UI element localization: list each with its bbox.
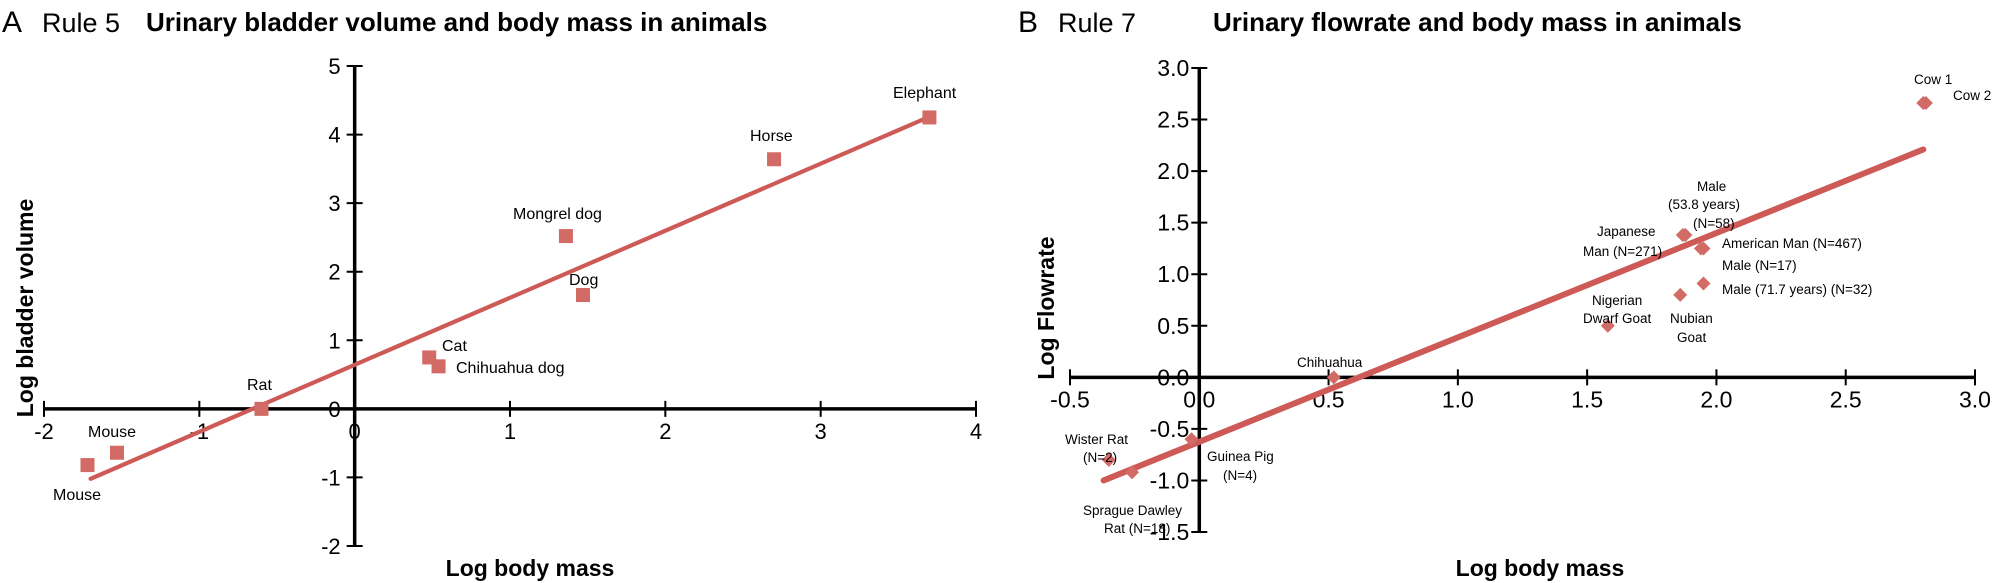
y-tick-label: 2.0 xyxy=(1157,158,1189,184)
data-point-square xyxy=(254,401,269,416)
point-label: Dog xyxy=(569,272,598,289)
point-label: Guinea Pig xyxy=(1207,449,1274,464)
y-tick-label: -0.5 xyxy=(1150,416,1190,442)
y-tick-label: 3 xyxy=(328,191,340,216)
point-label: Cow 1 xyxy=(1914,72,1952,87)
point-label: Male (N=17) xyxy=(1722,258,1797,273)
x-tick-label: -2 xyxy=(34,419,54,444)
panel-b-y-axis-title: Log Flowrate xyxy=(1033,236,1059,379)
panel-b-x-axis-title: Log body mass xyxy=(1456,555,1625,581)
panel-b-rule: Rule 7 xyxy=(1058,8,1136,38)
point-label: Rat (N=18) xyxy=(1104,521,1170,536)
data-point-diamond xyxy=(1918,96,1933,111)
x-tick-label: 1.5 xyxy=(1571,386,1603,412)
point-label: Cow 2 xyxy=(1953,88,1991,103)
y-tick-label: 3.0 xyxy=(1157,55,1189,81)
data-point-diamond xyxy=(1696,276,1711,291)
x-tick-label: 2 xyxy=(659,419,671,444)
data-point-square xyxy=(558,229,573,244)
point-label: Nubian xyxy=(1670,311,1713,326)
point-label: Goat xyxy=(1677,330,1707,345)
point-label: Male xyxy=(1697,179,1726,194)
panel-a-x-axis-title: Log body mass xyxy=(446,555,615,581)
point-label: American Man (N=467) xyxy=(1722,236,1862,251)
x-tick-label: 2.5 xyxy=(1830,386,1862,412)
point-label: Chihuahua dog xyxy=(456,360,565,377)
panel-a-title: Urinary bladder volume and body mass in … xyxy=(146,7,767,37)
panel-b-plot: -0.5 0.0 0.5 1.0 1.5 2.0 2.5 3.0 -1.5 -1.0 -0.5 0.0… xyxy=(1050,55,1991,545)
point-label: (N=2) xyxy=(1083,450,1117,465)
data-point-diamond xyxy=(1600,318,1615,333)
data-point-square xyxy=(576,288,591,303)
panel-b-letter: B xyxy=(1018,6,1038,39)
y-tick-label: 0.0 xyxy=(1157,364,1189,390)
y-tick-label: 1.0 xyxy=(1157,261,1189,287)
data-point-diamond xyxy=(1101,452,1116,467)
point-label: Cat xyxy=(442,338,467,355)
panel-a-rule: Rule 5 xyxy=(42,8,120,38)
data-point-diamond xyxy=(1696,241,1711,256)
y-tick-label: -2 xyxy=(321,534,341,559)
data-point-square xyxy=(110,445,125,460)
point-label: Mouse xyxy=(53,487,101,504)
point-label: Sprague Dawley xyxy=(1083,503,1182,518)
x-tick-label: 0.0 xyxy=(1183,386,1215,412)
point-label: Man (N=271) xyxy=(1583,244,1662,259)
x-tick-label: 1.0 xyxy=(1442,386,1474,412)
data-point-diamond xyxy=(1678,228,1693,243)
point-label: Mouse xyxy=(88,424,136,441)
x-tick-label: 2.0 xyxy=(1700,386,1732,412)
panel-a-y-axis-title: Log bladder volume xyxy=(12,199,38,418)
data-point-diamond xyxy=(1326,370,1341,385)
point-label: Nigerian xyxy=(1592,293,1642,308)
data-point-diamond xyxy=(1184,432,1199,447)
panel-a-letter: A xyxy=(2,6,22,39)
trend-line xyxy=(88,114,932,481)
y-tick-label: -1 xyxy=(321,465,341,490)
data-point-square xyxy=(431,359,446,374)
y-tick-label: 2.5 xyxy=(1157,107,1189,133)
y-tick-label: -1.0 xyxy=(1150,467,1190,493)
point-label: Rat xyxy=(247,377,272,394)
data-point-diamond xyxy=(1673,287,1688,302)
y-tick-label: -1.5 xyxy=(1150,519,1190,545)
x-tick-label: 1 xyxy=(504,419,516,444)
point-label: Male (71.7 years) (N=32) xyxy=(1722,282,1872,297)
point-label: Wister Rat xyxy=(1065,432,1128,447)
y-tick-label: 4 xyxy=(328,123,340,148)
point-label: Mongrel dog xyxy=(513,206,602,223)
point-label: Dwarf Goat xyxy=(1583,311,1652,326)
point-label: Horse xyxy=(750,128,793,145)
point-label: Chihuahua xyxy=(1297,355,1363,370)
y-tick-label: 1.5 xyxy=(1157,210,1189,236)
x-tick-label: -0.5 xyxy=(1050,386,1090,412)
panel-a-point-labels: Mouse Mouse Rat Cat Chihuahua dog Mongre… xyxy=(53,85,957,504)
point-label: Elephant xyxy=(893,85,957,102)
y-tick-label: 0.5 xyxy=(1157,313,1189,339)
point-label: (53.8 years) xyxy=(1668,197,1740,212)
data-point-square xyxy=(922,110,937,125)
y-tick-label: 0 xyxy=(328,397,340,422)
point-label: (N=4) xyxy=(1223,468,1257,483)
panel-b-title: Urinary flowrate and body mass in animal… xyxy=(1213,7,1742,37)
x-tick-label: 0 xyxy=(349,419,361,444)
x-tick-label: 4 xyxy=(970,419,982,444)
x-tick-label: 3 xyxy=(815,419,827,444)
y-tick-label: 5 xyxy=(328,54,340,79)
x-tick-label: 3.0 xyxy=(1959,386,1991,412)
y-tick-label: 1 xyxy=(328,328,340,353)
data-point-square xyxy=(80,458,95,473)
point-label: Japanese xyxy=(1597,224,1656,239)
data-point-square xyxy=(767,152,782,167)
y-tick-label: 2 xyxy=(328,260,340,285)
panel-b-point-labels: Wister Rat (N=2) Sprague Dawley Rat (N=1… xyxy=(1065,72,1991,536)
trend-line xyxy=(1100,146,1927,484)
point-label: (N=58) xyxy=(1693,216,1735,231)
data-point-diamond xyxy=(1125,465,1140,480)
